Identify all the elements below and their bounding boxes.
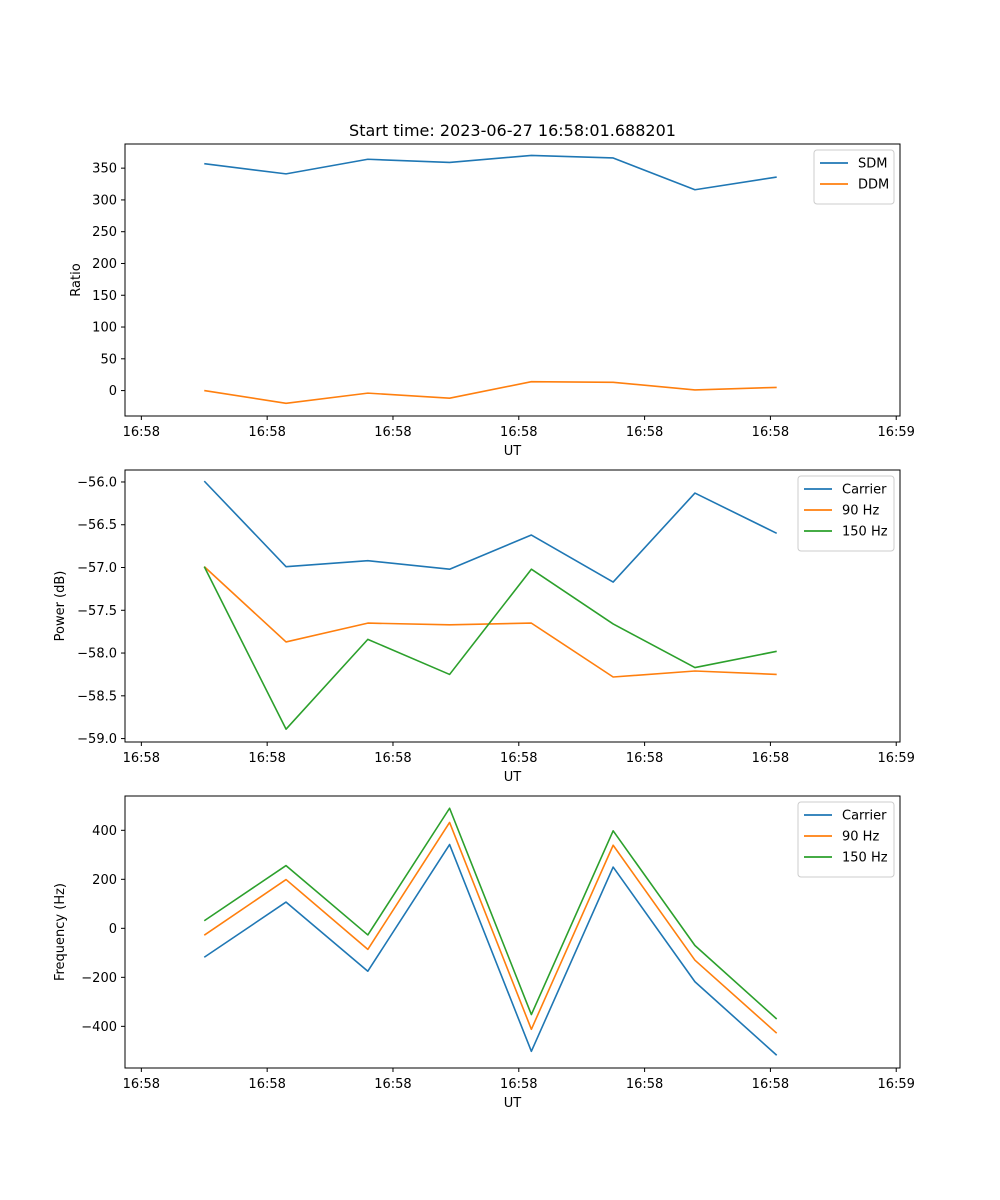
y-tick-label: −200 [81, 971, 117, 986]
legend-box [797, 475, 895, 552]
legend-entry-label: DDM [858, 178, 889, 193]
legend: Carrier 90 Hz 150 Hz [797, 801, 895, 878]
series-line-90-hz [203, 566, 777, 678]
y-tick-label: 0 [109, 384, 117, 399]
chart-title: Start time: 2023-06-27 16:58:01.688201 [349, 121, 676, 140]
x-tick-label: 16:58 [626, 1077, 663, 1092]
legend: Carrier 90 Hz 150 Hz [797, 475, 895, 552]
x-tick-label: 16:58 [752, 751, 789, 766]
y-tick-label: 50 [100, 352, 117, 367]
x-tick-label: 16:58 [248, 1077, 285, 1092]
y-tick-label: −56.5 [77, 518, 117, 533]
subplot-2: 16:58 16:58 16:58 16:58 16:58 16:58 16:59 −59.0… [53, 469, 915, 785]
x-tick-label: 16:58 [374, 425, 411, 440]
y-tick-label: 100 [92, 321, 117, 336]
y-axis-label: Ratio [69, 263, 84, 296]
x-axis-label: UT [504, 1096, 522, 1111]
x-tick-label: 16:58 [248, 751, 285, 766]
y-tick-label: 350 [92, 162, 117, 177]
x-tick-label: 16:59 [877, 425, 914, 440]
legend-entry-label: SDM [858, 157, 887, 172]
x-tick-label: 16:58 [626, 425, 663, 440]
legend-entry-label: Carrier [842, 809, 887, 824]
legend-entry-label: 90 Hz [842, 504, 879, 519]
x-axis-label: UT [504, 770, 522, 785]
y-tick-label: −58.0 [77, 647, 117, 662]
series-line-ddm [204, 380, 777, 405]
x-tick-label: 16:58 [500, 751, 537, 766]
legend-entry-label: 90 Hz [842, 830, 879, 845]
y-tick-label: −56.0 [77, 475, 117, 490]
series-line-sdm [204, 154, 777, 191]
legend-box [797, 801, 895, 878]
x-tick-label: 16:58 [123, 751, 160, 766]
x-axis-label: UT [504, 444, 522, 459]
legend-entry-label: 150 Hz [842, 851, 888, 866]
subplot-1: 16:58 16:58 16:58 16:58 16:58 16:58 16:59 0 50 10… [69, 121, 915, 459]
x-tick-label: 16:58 [123, 1077, 160, 1092]
y-tick-label: 300 [92, 193, 117, 208]
y-tick-label: 250 [92, 225, 117, 240]
y-tick-label: −57.0 [77, 561, 117, 576]
axes-frame [124, 795, 901, 1069]
y-tick-label: −57.5 [77, 604, 117, 619]
legend-entry-label: 150 Hz [842, 525, 888, 540]
y-tick-label: 0 [109, 922, 117, 937]
x-tick-label: 16:59 [877, 751, 914, 766]
subplot-3: 16:58 16:58 16:58 16:58 16:58 16:58 16:59 −400 −… [53, 795, 915, 1111]
y-tick-label: −400 [81, 1020, 117, 1035]
y-tick-label: −59.0 [77, 732, 117, 747]
legend-entry-label: Carrier [842, 483, 887, 498]
x-tick-label: 16:58 [500, 425, 537, 440]
x-tick-label: 16:58 [626, 751, 663, 766]
x-tick-label: 16:58 [374, 751, 411, 766]
y-tick-label: 200 [92, 257, 117, 272]
y-axis-label: Power (dB) [53, 571, 68, 642]
axes-frame [124, 469, 901, 743]
series-line-carrier [203, 480, 778, 583]
y-tick-label: 400 [92, 824, 117, 839]
x-tick-label: 16:58 [248, 425, 285, 440]
legend: SDM DDM [813, 149, 895, 205]
y-tick-label: −58.5 [77, 689, 117, 704]
x-tick-label: 16:58 [752, 425, 789, 440]
y-axis-label: Frequency (Hz) [53, 883, 68, 981]
series-line-150-hz [203, 807, 778, 1020]
x-tick-label: 16:58 [123, 425, 160, 440]
series-line-carrier [203, 843, 778, 1056]
series-line-150-hz [203, 566, 777, 730]
axes-frame [124, 143, 901, 417]
x-tick-label: 16:58 [752, 1077, 789, 1092]
x-tick-label: 16:58 [500, 1077, 537, 1092]
x-tick-label: 16:58 [374, 1077, 411, 1092]
y-tick-label: 150 [92, 289, 117, 304]
y-tick-label: 200 [92, 873, 117, 888]
series-line-90-hz [203, 821, 778, 1034]
x-tick-label: 16:59 [877, 1077, 914, 1092]
